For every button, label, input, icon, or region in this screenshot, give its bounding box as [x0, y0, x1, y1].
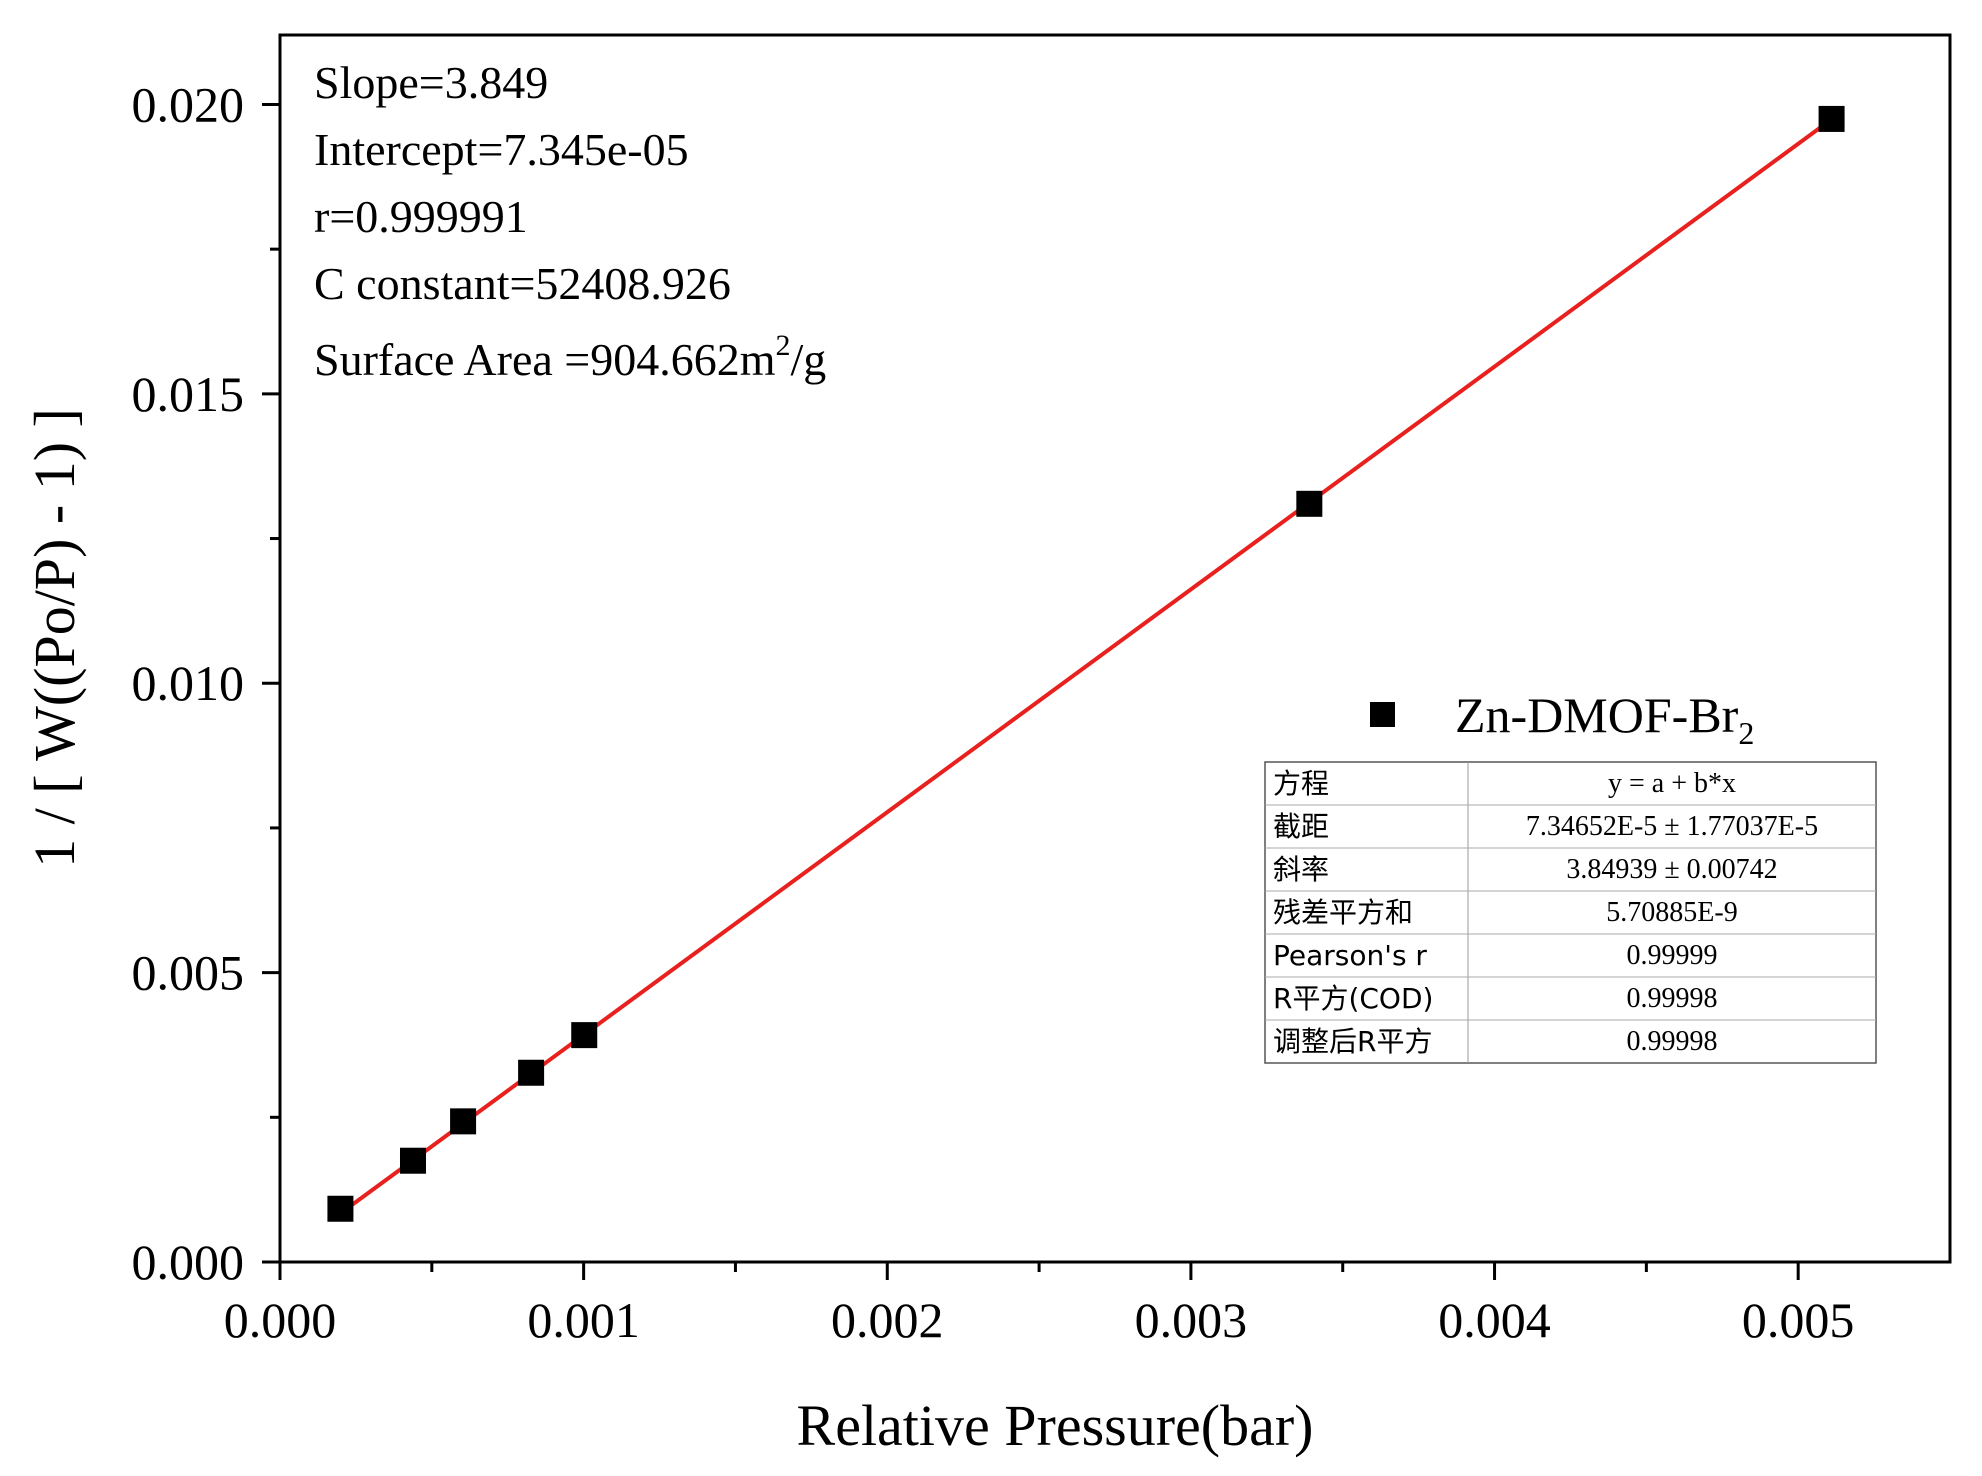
- data-point: [518, 1059, 545, 1086]
- x-axis-title: Relative Pressure(bar): [797, 1393, 1314, 1458]
- plot-frame: [278, 33, 1952, 1264]
- intercept-annotation: Intercept=7.345e-05: [314, 124, 689, 175]
- legend-marker: [1370, 702, 1395, 727]
- fit-table-key: Pearson's r: [1273, 939, 1427, 972]
- fit-table-value: 7.34652E-5 ± 1.77037E-5: [1526, 811, 1818, 842]
- legend-series-name: Zn-DMOF-Br: [1455, 687, 1739, 743]
- fit-table-value: 3.84939 ± 0.00742: [1566, 854, 1777, 885]
- data-point: [450, 1108, 477, 1135]
- x-tick-label: 0.001: [527, 1292, 640, 1348]
- fit-table-value: 0.99998: [1627, 983, 1718, 1014]
- fit-table-value: 0.99998: [1627, 1026, 1718, 1057]
- surface-area-annotation: Surface Area =904.662m2/g: [314, 329, 826, 385]
- y-tick-label: 0.015: [132, 366, 245, 422]
- y-tick-label: 0.010: [132, 655, 245, 711]
- legend: Zn-DMOF-Br2: [1370, 687, 1754, 751]
- x-tick-label: 0.000: [224, 1292, 337, 1348]
- fit-table-value: y = a + b*x: [1608, 768, 1736, 799]
- y-axis-title: 1 / [ W((Po/P) - 1) ]: [22, 408, 87, 868]
- legend-series-subscript: 2: [1738, 715, 1754, 751]
- fit-table-key: 截距: [1273, 810, 1329, 843]
- fit-table-key: 残差平方和: [1273, 896, 1413, 929]
- surface-area-suffix: /g: [791, 334, 827, 385]
- data-point: [1818, 105, 1845, 132]
- data-point: [571, 1022, 598, 1049]
- data-point: [399, 1147, 426, 1174]
- c-constant-annotation: C constant=52408.926: [314, 258, 731, 309]
- fit-table-key: 斜率: [1273, 853, 1329, 886]
- surface-area-prefix: Surface Area =904.662m: [314, 334, 776, 385]
- fit-table-border: [1264, 761, 1877, 1064]
- y-tick-label: 0.020: [132, 76, 245, 132]
- fit-table-key: R平方(COD): [1273, 982, 1433, 1015]
- r-annotation: r=0.999991: [314, 191, 528, 242]
- x-tick-label: 0.004: [1438, 1292, 1551, 1348]
- surface-area-superscript: 2: [776, 329, 791, 362]
- legend-label: Zn-DMOF-Br2: [1455, 687, 1754, 751]
- fit-table-key: 调整后R平方: [1273, 1025, 1432, 1058]
- fit-table-key: 方程: [1273, 767, 1329, 800]
- x-tick-label: 0.005: [1742, 1292, 1855, 1348]
- x-tick-label: 0.003: [1135, 1292, 1248, 1348]
- slope-annotation: Slope=3.849: [314, 57, 548, 108]
- fit-table-value: 0.99999: [1627, 940, 1718, 971]
- y-tick-label: 0.005: [132, 945, 245, 1001]
- data-point: [327, 1195, 354, 1222]
- y-tick-label: 0.000: [132, 1234, 245, 1290]
- x-tick-label: 0.002: [831, 1292, 944, 1348]
- fit-table-value: 5.70885E-9: [1606, 897, 1737, 928]
- fit-statistics-table: 方程 y = a + b*x 截距 7.34652E-5 ± 1.77037E-5 斜率…: [1264, 761, 1877, 1064]
- data-point: [1296, 490, 1323, 517]
